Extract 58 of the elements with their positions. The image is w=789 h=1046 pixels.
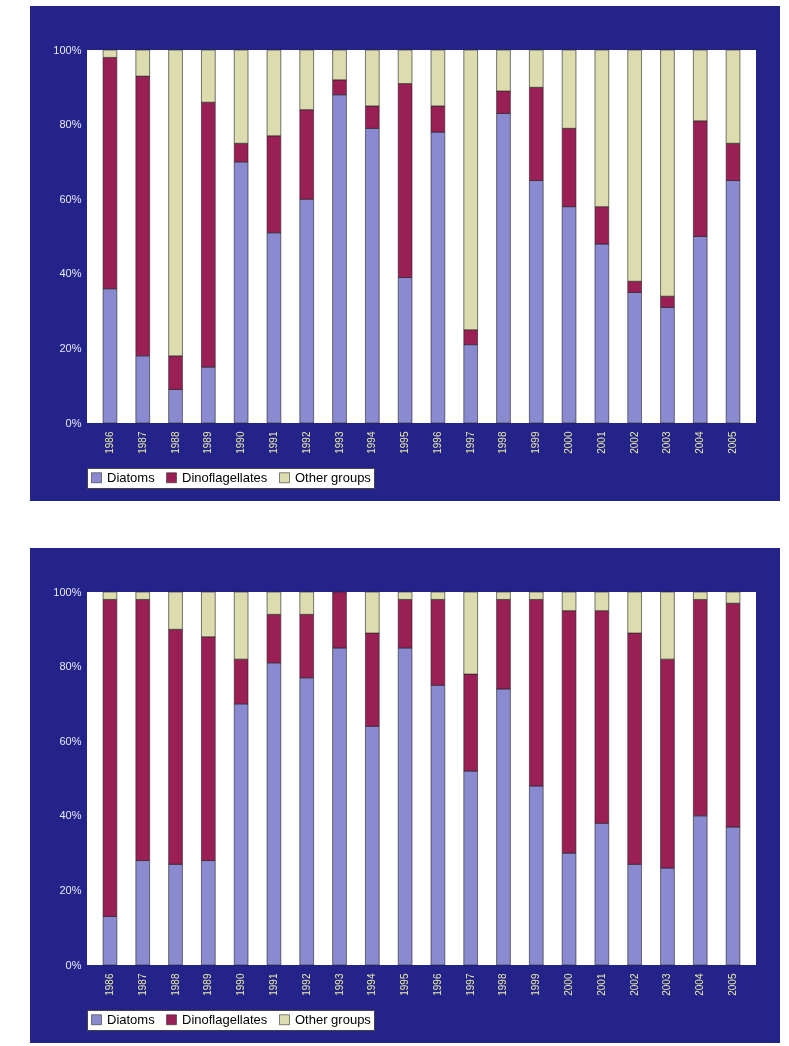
x-tick-label: 1987	[136, 973, 148, 996]
x-tick-label: 2000	[563, 973, 575, 996]
y-tick-label: 60%	[59, 192, 82, 205]
x-tick-label: 2002	[628, 973, 640, 996]
x-tick-label: 2003	[661, 973, 673, 996]
y-tick-label: 80%	[59, 660, 82, 673]
x-tick-label: 2003	[661, 431, 673, 454]
x-tick-label: 1994	[366, 973, 378, 996]
x-tick-label: 1989	[202, 973, 214, 996]
y-tick-label: 60%	[59, 734, 82, 747]
x-tick-label: 1986	[103, 431, 115, 454]
y-tick-label: 0%	[65, 958, 82, 971]
x-tick-label: 1988	[169, 431, 181, 454]
y-tick-label: 40%	[59, 809, 82, 822]
x-tick-label: 2005	[727, 431, 739, 454]
legend-label: Dinoflagellates	[182, 1011, 268, 1027]
x-tick-label: 2005	[727, 973, 739, 996]
legend-label: Diatoms	[107, 1011, 156, 1027]
x-tick-label: 1990	[235, 973, 247, 996]
y-tick-label: 20%	[59, 883, 82, 896]
legend-label: Dinoflagellates	[182, 469, 268, 485]
x-tick-label: 1988	[169, 973, 181, 996]
x-tick-label: 1996	[431, 973, 443, 996]
x-tick-label: 1999	[530, 431, 542, 454]
legend-label: Other groups	[295, 469, 372, 485]
x-tick-label: 1996	[431, 431, 443, 454]
y-tick-label: 20%	[59, 341, 82, 354]
x-tick-label: 1986	[103, 973, 115, 996]
legend-label: Other groups	[295, 1011, 372, 1027]
x-tick-label: 1989	[202, 431, 214, 454]
x-tick-label: 1993	[333, 973, 345, 996]
x-tick-label: 1995	[399, 973, 411, 996]
y-tick-label: 40%	[59, 267, 82, 280]
x-tick-label: 2002	[628, 431, 640, 454]
x-tick-label: 2001	[595, 431, 607, 454]
x-tick-label: 1991	[267, 973, 279, 996]
x-tick-label: 1992	[300, 973, 312, 996]
x-tick-label: 1999	[530, 973, 542, 996]
x-tick-label: 1998	[497, 973, 509, 996]
x-tick-label: 1994	[366, 431, 378, 454]
x-tick-label: 1992	[300, 431, 312, 454]
x-tick-label: 1987	[136, 431, 148, 454]
y-tick-label: 0%	[65, 416, 82, 429]
x-tick-label: 2004	[694, 973, 706, 996]
y-tick-label: 80%	[59, 118, 82, 131]
x-tick-label: 2001	[595, 973, 607, 996]
x-tick-label: 1997	[464, 431, 476, 454]
x-tick-label: 1997	[464, 973, 476, 996]
x-tick-label: 1991	[267, 431, 279, 454]
y-tick-label: 100%	[53, 43, 82, 56]
x-tick-label: 1990	[235, 431, 247, 454]
x-tick-label: 1993	[333, 431, 345, 454]
x-tick-label: 1998	[497, 431, 509, 454]
legend-label: Diatoms	[107, 469, 156, 485]
x-tick-label: 2000	[563, 431, 575, 454]
x-tick-label: 2004	[694, 431, 706, 454]
x-tick-label: 1995	[399, 431, 411, 454]
y-tick-label: 100%	[53, 585, 82, 598]
